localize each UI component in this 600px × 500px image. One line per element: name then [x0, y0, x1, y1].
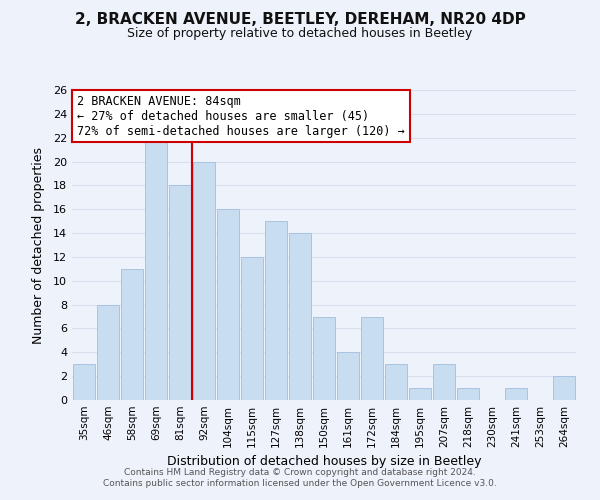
Bar — [73, 364, 95, 400]
Bar — [313, 316, 335, 400]
Bar — [241, 257, 263, 400]
Bar — [265, 221, 287, 400]
Bar — [361, 316, 383, 400]
Bar — [337, 352, 359, 400]
Text: Contains HM Land Registry data © Crown copyright and database right 2024.
Contai: Contains HM Land Registry data © Crown c… — [103, 468, 497, 487]
Bar — [457, 388, 479, 400]
Bar — [385, 364, 407, 400]
Text: 2, BRACKEN AVENUE, BEETLEY, DEREHAM, NR20 4DP: 2, BRACKEN AVENUE, BEETLEY, DEREHAM, NR2… — [74, 12, 526, 28]
Bar — [169, 186, 191, 400]
Bar — [193, 162, 215, 400]
Bar — [121, 269, 143, 400]
Text: Size of property relative to detached houses in Beetley: Size of property relative to detached ho… — [127, 28, 473, 40]
X-axis label: Distribution of detached houses by size in Beetley: Distribution of detached houses by size … — [167, 456, 481, 468]
Text: 2 BRACKEN AVENUE: 84sqm
← 27% of detached houses are smaller (45)
72% of semi-de: 2 BRACKEN AVENUE: 84sqm ← 27% of detache… — [77, 94, 405, 138]
Bar — [505, 388, 527, 400]
Bar — [289, 233, 311, 400]
Bar — [217, 209, 239, 400]
Bar — [553, 376, 575, 400]
Bar — [97, 304, 119, 400]
Bar — [145, 138, 167, 400]
Bar — [433, 364, 455, 400]
Bar — [409, 388, 431, 400]
Y-axis label: Number of detached properties: Number of detached properties — [32, 146, 44, 344]
